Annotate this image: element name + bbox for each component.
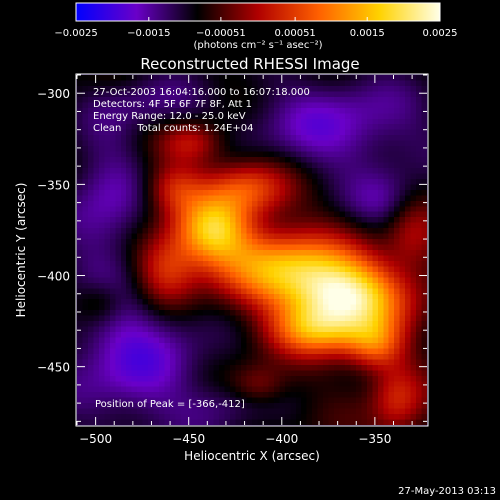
y-axis-tick-label: −400: [37, 270, 70, 284]
annotation-total-counts: Clean Total counts: 1.24E+04: [93, 123, 253, 134]
x-axis-tick-label: −450: [172, 432, 205, 446]
annotation-time-range: 27-Oct-2003 16:04:16.000 to 16:07:18.000: [93, 87, 310, 98]
annotations: 27-Oct-2003 16:04:16.000 to 16:07:18.000…: [93, 87, 310, 410]
colorbar: −0.0025 −0.0015 −0.00051 0.00051 0.0015 0.002…: [54, 2, 458, 51]
heatmap-raster: [77, 75, 427, 425]
annotation-peak-position: Position of Peak = [-366,-412]: [95, 399, 245, 410]
colorbar-ticks: −0.0025 −0.0015 −0.00051 0.00051 0.0015 0.002…: [54, 17, 458, 39]
annotation-detectors: Detectors: 4F 5F 6F 7F 8F, Att 1: [93, 99, 252, 110]
heatmap-image: [76, 74, 428, 426]
x-axis-label: Heliocentric X (arcsec): [184, 449, 320, 463]
colorbar-tick-label: 0.0025: [423, 28, 458, 39]
y-axis-ticks: −300 −350 −400 −450: [37, 74, 427, 422]
render-timestamp: 27-May-2013 03:13: [398, 486, 496, 497]
x-axis-ticks: −500 −450 −400 −350: [76, 75, 413, 446]
axes-frame: −500 −450 −400 −350 −300 −350 −400 −450: [37, 73, 429, 446]
y-axis-label: Heliocentric Y (arcsec): [14, 183, 28, 318]
x-axis-tick-label: −350: [358, 432, 391, 446]
annotation-energy-range: Energy Range: 12.0 - 25.0 keV: [93, 111, 246, 122]
colorbar-unit-label: (photons cm⁻² s⁻¹ asec⁻²): [193, 40, 322, 51]
y-axis-tick-label: −450: [37, 361, 70, 375]
x-axis-tick-label: −400: [265, 432, 298, 446]
x-axis-tick-label: −500: [79, 432, 112, 446]
colorbar-tick-label: −0.00051: [196, 28, 246, 39]
chart-title: Reconstructed RHESSI Image: [140, 55, 359, 73]
colorbar-tick-label: −0.0015: [127, 28, 170, 39]
colorbar-tick-label: 0.0015: [350, 28, 385, 39]
colorbar-tick-label: 0.00051: [274, 28, 315, 39]
y-axis-tick-label: −300: [37, 87, 70, 101]
colorbar-tick-label: −0.0025: [54, 28, 97, 39]
y-axis-tick-label: −350: [37, 178, 70, 192]
